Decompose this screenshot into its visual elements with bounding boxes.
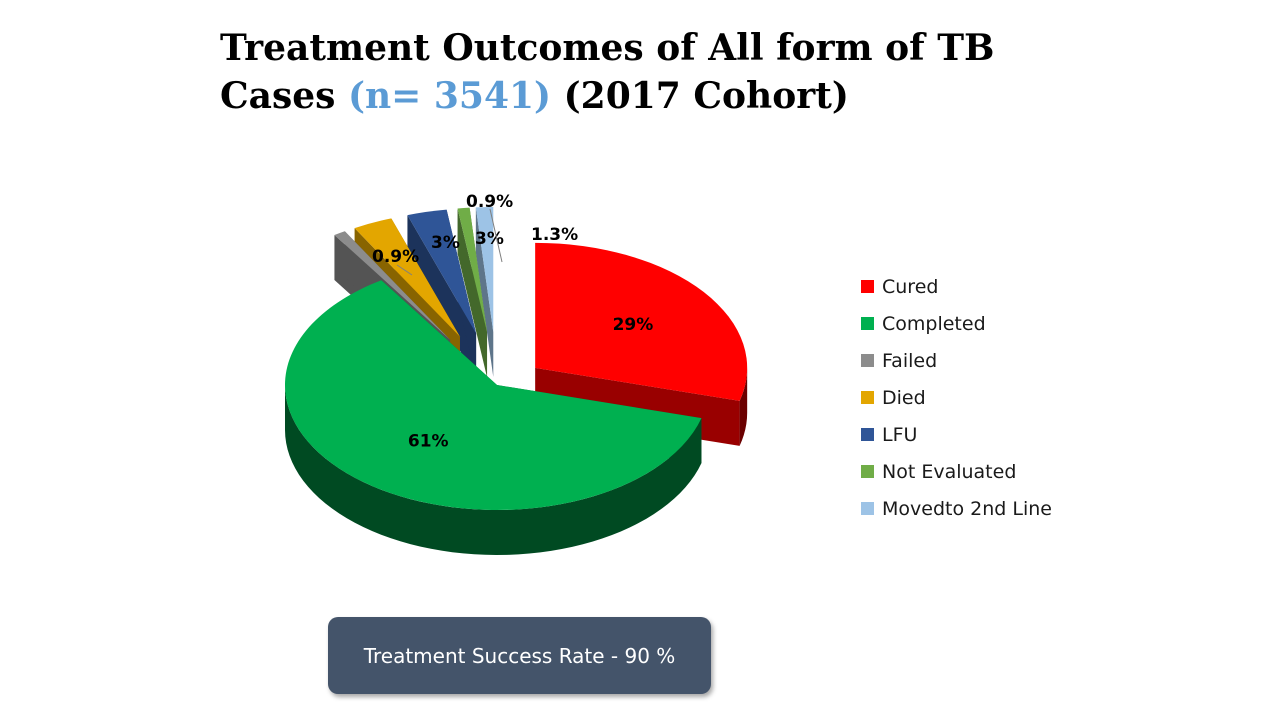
legend-item: Movedto 2nd Line <box>861 490 1052 527</box>
legend-swatch <box>861 391 874 404</box>
legend-label: Not Evaluated <box>882 460 1017 483</box>
slice-wall-0 <box>739 367 748 446</box>
legend-label: Movedto 2nd Line <box>882 497 1052 520</box>
treatment-success-rate-box: Treatment Success Rate - 90 % <box>328 617 711 694</box>
legend-item: LFU <box>861 416 1052 453</box>
legend-item: Completed <box>861 305 1052 342</box>
legend-label: Died <box>882 386 926 409</box>
slice-died <box>354 218 460 337</box>
slice-label-4: 3% <box>475 229 504 249</box>
pie-labels: 29% 61% 0.9% 3% 3% 0.9% 1.3% <box>372 192 653 452</box>
slice-side-5-0 <box>457 208 488 378</box>
title-line-2-prefix: Cases <box>220 75 348 117</box>
legend-label: LFU <box>882 423 918 446</box>
title-line-2-suffix: (2017 Cohort) <box>551 75 849 117</box>
pie-tops <box>284 206 748 510</box>
slice-cured <box>535 242 748 401</box>
cohort-count: (n= 3541) <box>347 75 552 117</box>
slice-movedto-2nd-line <box>475 206 494 332</box>
slice-label-5: 0.9% <box>466 192 513 212</box>
chart-legend: Cured Completed Failed Died LFU Not Evaluated… <box>861 268 1052 527</box>
legend-label: Completed <box>882 312 986 335</box>
slice-label-1: 61% <box>408 432 449 452</box>
legend-swatch <box>861 280 874 293</box>
legend-item: Cured <box>861 268 1052 305</box>
legend-label: Failed <box>882 349 938 372</box>
leader-line-5 <box>489 208 503 263</box>
legend-swatch <box>861 317 874 330</box>
slice-label-3: 3% <box>431 233 460 253</box>
title-line-1: Treatment Outcomes of All form of TB <box>220 27 995 69</box>
slice-failed <box>334 231 451 340</box>
slice-wall-1 <box>285 385 702 555</box>
slide-title: Treatment Outcomes of All form of TB Cas… <box>220 24 1120 120</box>
slice-label-6: 1.3% <box>531 225 578 245</box>
legend-label: Cured <box>882 275 939 298</box>
legend-swatch <box>861 354 874 367</box>
legend-swatch <box>861 502 874 515</box>
legend-swatch <box>861 428 874 441</box>
slice-side-6-0 <box>475 207 494 377</box>
legend-item: Not Evaluated <box>861 453 1052 490</box>
slice-label-0: 29% <box>613 315 654 335</box>
legend-item: Failed <box>861 342 1052 379</box>
slice-not-evaluated <box>457 207 488 333</box>
legend-swatch <box>861 465 874 478</box>
slice-lfu <box>407 209 477 334</box>
legend-item: Died <box>861 379 1052 416</box>
slice-completed <box>284 280 702 510</box>
leader-line-2 <box>396 264 413 276</box>
treatment-success-rate-text: Treatment Success Rate - 90 % <box>363 643 676 668</box>
slice-label-2: 0.9% <box>372 247 419 267</box>
